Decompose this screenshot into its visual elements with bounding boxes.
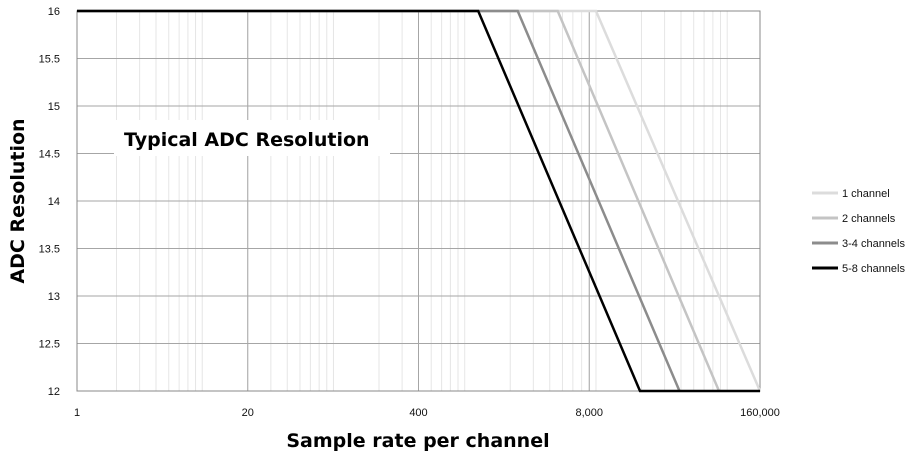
y-tick-label: 16	[48, 6, 60, 18]
y-tick-label: 15.5	[39, 54, 60, 66]
x-tick-label: 20	[242, 407, 254, 419]
x-axis-tick-labels: 1 20 400 8,000 160,000	[74, 407, 780, 419]
chart-title: Typical ADC Resolution	[124, 129, 370, 151]
x-tick-label: 160,000	[740, 407, 780, 419]
y-axis-title: ADC Resolution	[7, 118, 29, 283]
x-tick-label: 400	[409, 407, 427, 419]
y-tick-label: 13	[48, 291, 60, 303]
legend-label: 2 channels	[842, 213, 896, 225]
legend-label: 1 channel	[842, 188, 890, 200]
chart-title-background	[114, 120, 390, 156]
y-tick-label: 15	[48, 101, 60, 113]
legend: 1 channel 2 channels 3-4 channels 5-8 chann…	[812, 188, 905, 275]
y-tick-label: 12.5	[39, 339, 60, 351]
y-tick-label: 13.5	[39, 244, 60, 256]
y-tick-label: 14	[48, 196, 60, 208]
y-tick-label: 12	[48, 386, 60, 398]
y-tick-label: 14.5	[39, 149, 60, 161]
x-axis-title: Sample rate per channel	[286, 430, 549, 452]
x-tick-label: 8,000	[575, 407, 603, 419]
series-line	[77, 9, 760, 393]
legend-label: 5-8 channels	[842, 263, 905, 275]
legend-label: 3-4 channels	[842, 238, 905, 250]
y-axis-tick-labels: 12 12.5 13 13.5 14 14.5 15 15.5 16	[39, 6, 60, 398]
x-tick-label: 1	[74, 407, 80, 419]
series-lines	[77, 9, 762, 393]
